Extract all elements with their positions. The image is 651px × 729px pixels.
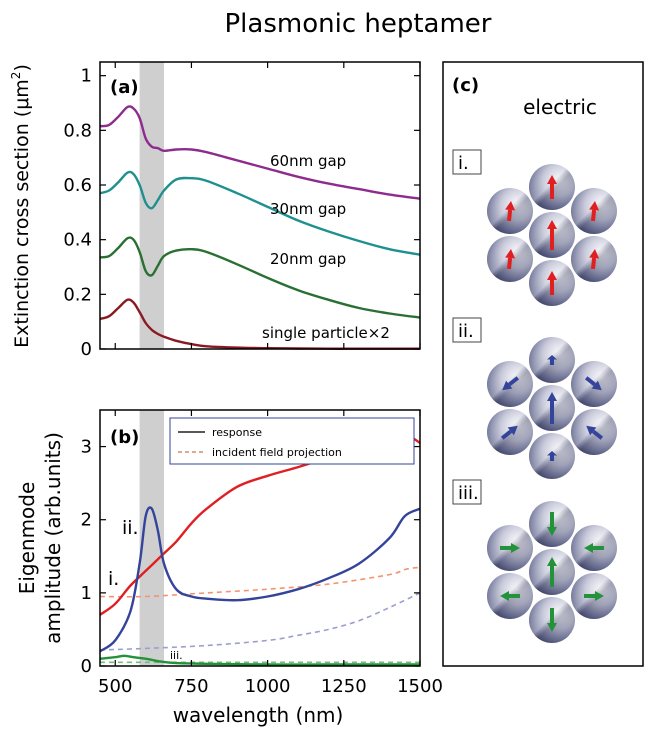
figure-title: Plasmonic heptamer — [225, 9, 492, 39]
panel-a-label: (a) — [110, 77, 139, 98]
dipole-arrow-head — [547, 271, 557, 280]
legend-projection-label: incident field projection — [212, 446, 342, 459]
ytick-label: 0.8 — [63, 120, 92, 141]
dipole-arrow-head — [547, 220, 557, 229]
mode-label-iii: iii. — [170, 649, 183, 662]
ytick-label: 0.6 — [63, 175, 92, 196]
dipole-arrow-shaft — [507, 209, 513, 222]
mode-tag-label: ii. — [458, 321, 474, 342]
dipole-arrow-shaft — [500, 429, 513, 440]
annotation-30nm-gap: 30nm gap — [270, 200, 346, 218]
ytick-label: 0 — [81, 656, 92, 677]
dipole-arrow-head — [591, 380, 602, 391]
panel-a: 0 0.2 0.4 0.6 0.8 1 (a) 60nm gap 30nm gap 20n… — [9, 61, 421, 360]
heptamer-mode-ii: ii. — [452, 317, 617, 479]
series-line-60nm-gap — [99, 105, 421, 200]
dipole-arrow-head — [547, 355, 557, 360]
annotation-single-particle: single particle×2 — [262, 324, 390, 342]
dipole-arrow-head — [500, 591, 509, 601]
panel-b-label: (b) — [110, 427, 139, 448]
panel-a-ylabel-main: Extinction cross section (μm — [11, 79, 33, 348]
dipole-arrow-head — [584, 543, 593, 553]
panel-a-ylabel: Extinction cross section (μm2) — [9, 64, 33, 348]
xtick-label: 500 — [98, 676, 132, 697]
dipole-arrow-head — [589, 249, 600, 259]
series-line-20nm-gap — [99, 236, 421, 319]
dipole-arrow-head — [586, 425, 597, 436]
dipole-arrow-head — [547, 451, 557, 456]
dipole-arrow-head — [595, 591, 604, 601]
ytick-label: 3 — [81, 437, 92, 458]
heptamer-mode-i: i. — [452, 149, 617, 306]
dipole-arrow-head — [547, 392, 557, 401]
series-line-30nm-gap — [99, 170, 421, 256]
panel-a-ylabel-sup: 2 — [9, 72, 23, 80]
dipole-arrow-shaft — [591, 429, 604, 440]
series-line-mode-ii-solid — [99, 506, 421, 653]
panel-c-heading: electric — [523, 95, 597, 119]
dipole-arrow-head — [505, 201, 516, 211]
panel-b-frame — [99, 409, 421, 667]
dipole-arrow-shaft — [591, 257, 597, 270]
dipole-arrow-head — [589, 201, 600, 211]
series-line-mode-i-dashed — [99, 566, 421, 598]
panel-b-ylabel-line2: amplitude (arb.units) — [41, 432, 65, 644]
ytick-label: 1 — [81, 583, 92, 604]
panel-c: (c) electric i. ii. iii. — [442, 61, 644, 667]
dipole-arrow-head — [507, 425, 518, 436]
mode-tag-box — [452, 479, 482, 505]
mode-tag-box — [452, 149, 482, 175]
heptamer-mode-iii: iii. — [452, 479, 617, 643]
panel-b-xlabel: wavelength (nm) — [173, 703, 344, 727]
mode-label-i: i. — [108, 568, 119, 590]
dipole-arrow-head — [547, 623, 557, 632]
annotation-20nm-gap: 20nm gap — [270, 250, 346, 268]
dipole-arrow-shaft — [584, 376, 597, 387]
ytick-label: 0 — [81, 339, 92, 360]
xtick-label: 1000 — [245, 676, 291, 697]
mode-tag-box — [452, 317, 482, 343]
annotation-60nm-gap: 60nm gap — [270, 152, 346, 170]
ytick-label: 2 — [81, 510, 92, 531]
dipole-arrow-head — [547, 175, 557, 184]
xtick-label: 1250 — [321, 676, 367, 697]
legend-box — [169, 417, 415, 465]
xtick-label: 1500 — [397, 676, 443, 697]
panel-b: 0 1 2 3 500 750 1000 1250 1500 (b) response inc… — [15, 409, 443, 727]
ytick-label: 1 — [81, 66, 92, 87]
panel-b-ylabel-line1: Eigenmode — [15, 482, 39, 595]
legend: response incident field projection — [169, 417, 415, 465]
dipole-arrow-head — [547, 557, 557, 566]
ytick-label: 0.2 — [63, 284, 92, 305]
dipole-arrow-shaft — [507, 376, 520, 387]
panel-a-frame — [99, 61, 421, 350]
xtick-label: 750 — [174, 676, 208, 697]
series-line-mode-iii-solid — [99, 654, 420, 666]
legend-response-label: response — [212, 426, 262, 439]
dipole-arrow-head — [547, 527, 557, 536]
panel-a-shaded-band — [139, 62, 164, 349]
panel-a-ylabel-close: ) — [11, 64, 33, 71]
mode-tag-label: iii. — [458, 483, 479, 504]
panel-c-frame — [442, 61, 644, 667]
ytick-label: 0.4 — [63, 230, 92, 251]
dipole-arrow-head — [511, 543, 520, 553]
series-line-mode-ii-dashed — [99, 592, 421, 651]
dipole-arrow-shaft — [591, 209, 597, 222]
mode-tag-label: i. — [458, 153, 469, 174]
panel-c-label: (c) — [452, 75, 479, 96]
mode-label-ii: ii. — [122, 517, 139, 539]
dipole-arrow-head — [505, 249, 516, 259]
dipole-arrow-shaft — [507, 257, 513, 270]
dipole-arrow-head — [502, 380, 513, 391]
